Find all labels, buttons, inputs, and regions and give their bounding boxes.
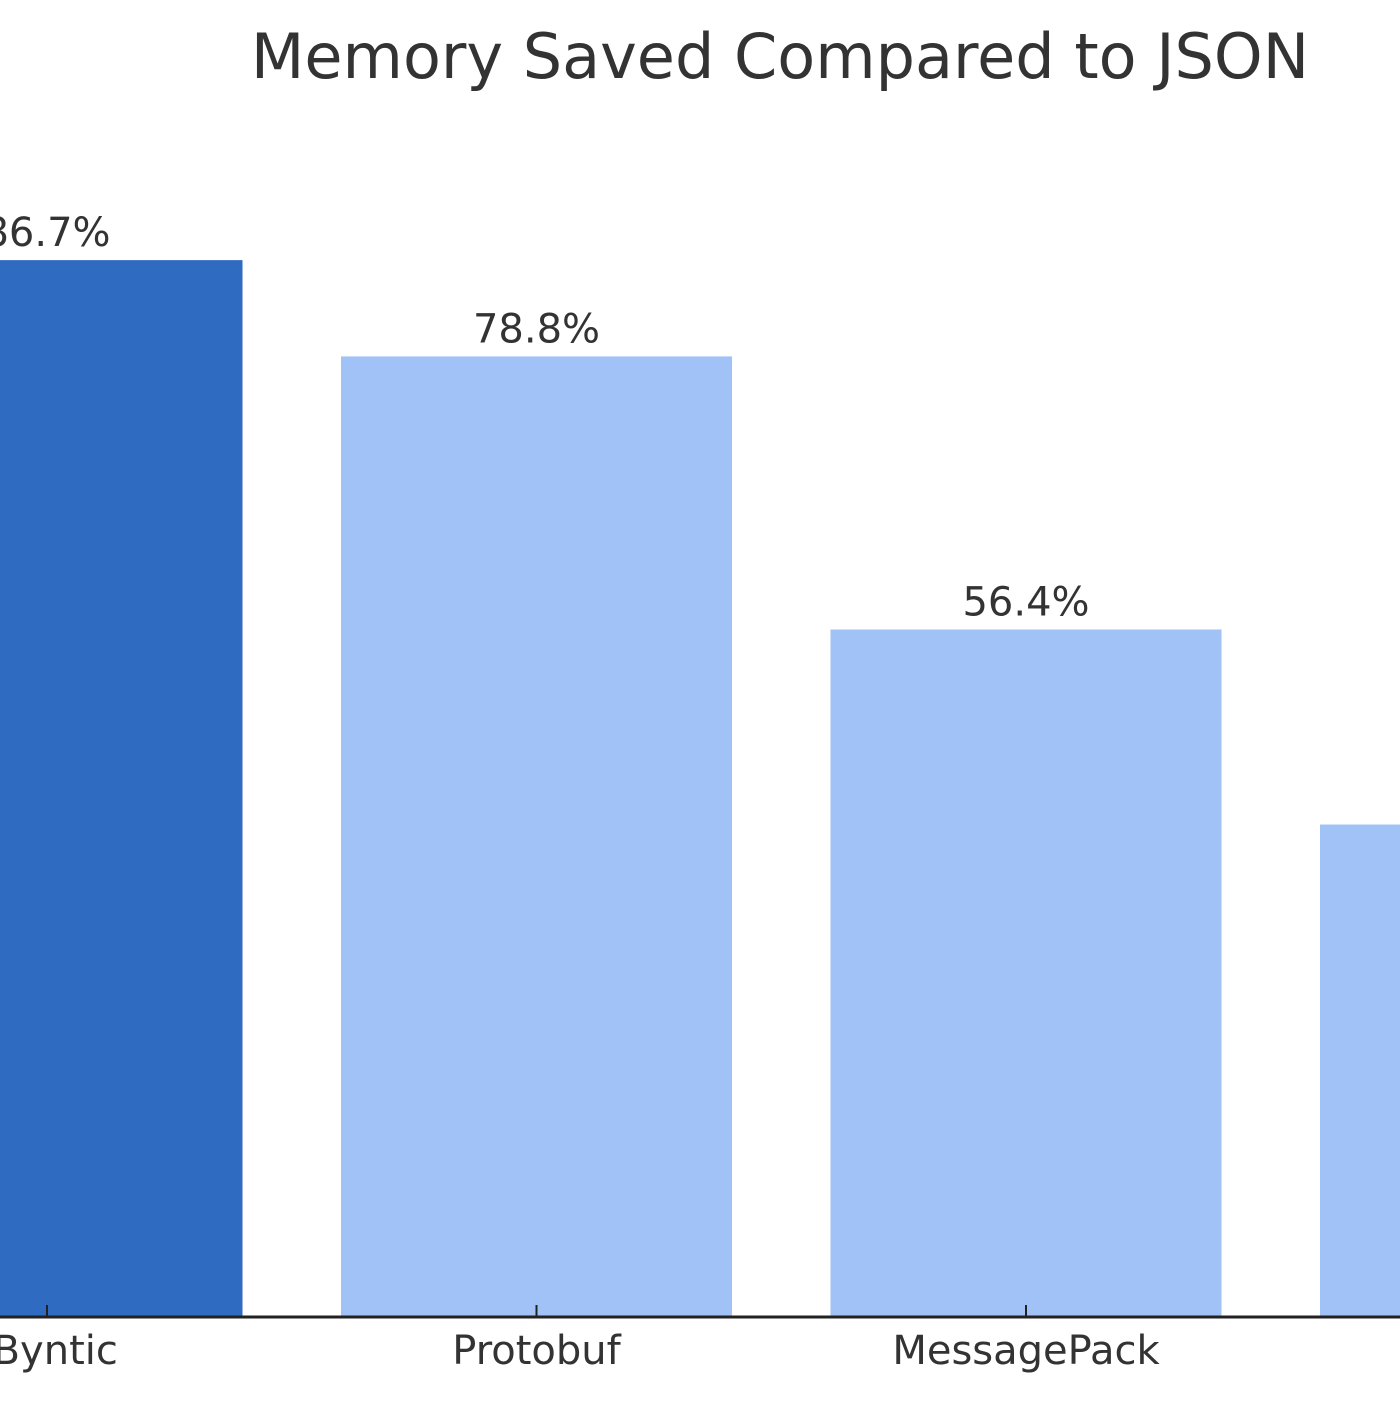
x-ticks-layer: rByntic Protobuf MessagePack [0, 1305, 1160, 1374]
bar-1 [341, 356, 732, 1318]
value-labels-layer: 86.7% 78.8% 56.4% [0, 210, 1090, 625]
value-label-2: 56.4% [962, 579, 1089, 625]
x-tick-label-0: rByntic [0, 1328, 118, 1374]
x-tick-label-1: Protobuf [452, 1328, 621, 1374]
chart-title: Memory Saved Compared to JSON [251, 20, 1309, 93]
x-tick-label-2: MessagePack [892, 1328, 1160, 1374]
bar-2 [830, 629, 1222, 1317]
bar-0 [0, 260, 243, 1318]
bars-layer [0, 260, 1400, 1318]
value-label-0: 86.7% [0, 210, 111, 256]
bar-3 [1320, 824, 1400, 1317]
value-label-1: 78.8% [473, 306, 600, 352]
